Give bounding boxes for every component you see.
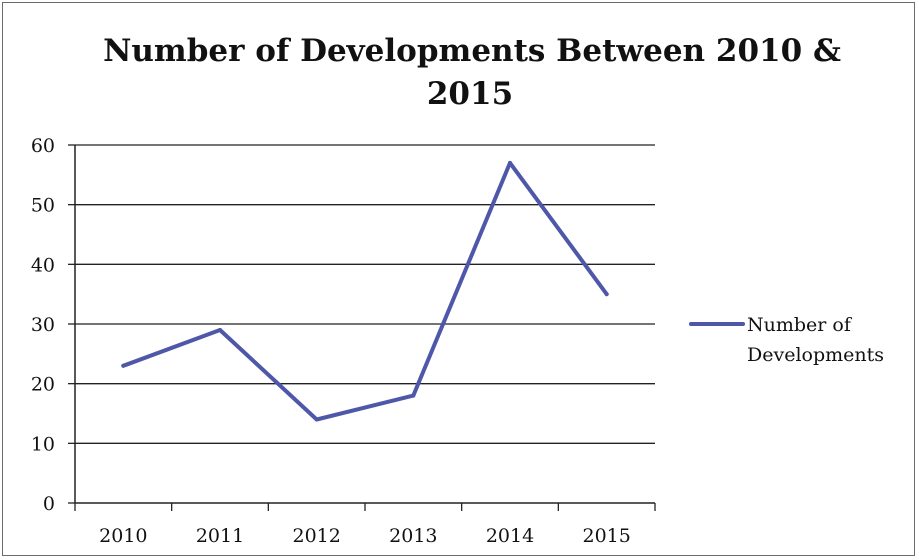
series-line-0 [121, 160, 609, 422]
y-tick-label: 60 [31, 135, 55, 157]
y-tick-label: 40 [31, 254, 55, 276]
chart-title-line-1: Number of Developments Between 2010 & [103, 33, 841, 69]
data-point-2012 [314, 417, 319, 422]
x-tick-labels: 2010 2011 2012 2013 2014 2015 [99, 525, 631, 547]
axes [68, 144, 656, 511]
series-layer [121, 160, 609, 422]
y-tick-label: 50 [31, 195, 55, 217]
data-point-2010 [121, 363, 126, 368]
y-tick-labels: 0 10 20 30 40 50 60 [31, 135, 55, 515]
x-tick-label: 2015 [582, 525, 630, 547]
x-tick-label: 2011 [196, 525, 244, 547]
x-tick-label: 2012 [292, 525, 340, 547]
y-tick-label: 0 [43, 493, 55, 515]
legend: Number of Developments [689, 314, 884, 366]
y-tick-label: 30 [31, 314, 55, 336]
x-tick-label: 2014 [486, 525, 534, 547]
data-point-2015 [604, 292, 609, 297]
data-point-2014 [508, 160, 512, 165]
chart-title-line-2: 2015 [427, 76, 513, 112]
data-point-2011 [218, 327, 222, 332]
gridlines [75, 144, 655, 444]
data-point-2013 [411, 393, 416, 398]
y-tick-label: 10 [31, 433, 55, 455]
x-tick-label: 2010 [99, 525, 147, 547]
line-chart: Number of Developments Between 2010 & 20… [31, 33, 884, 547]
y-tick-label: 20 [31, 374, 55, 396]
x-tick-label: 2013 [389, 525, 437, 547]
legend-label-line-2: Developments [747, 344, 884, 366]
legend-label-line-1: Number of [747, 314, 853, 336]
